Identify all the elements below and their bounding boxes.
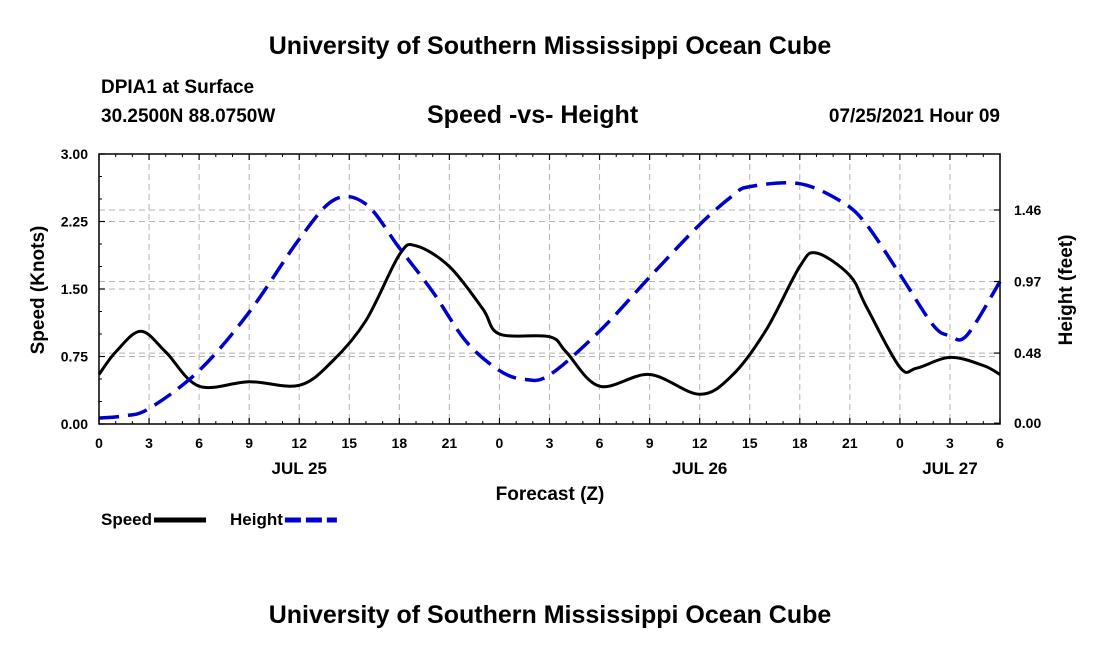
x-tick-label: 15 [341,435,357,451]
y-axis-label-right: Height (feet) [1056,235,1077,346]
station-name: DPIA1 at Surface [101,77,255,98]
series-line-speed [97,243,1001,396]
x-tick-label: 21 [842,435,858,451]
x-tick-label: 6 [195,435,203,451]
x-tick-label: 12 [291,435,307,451]
y-right-tick-label: 0.97 [1014,274,1041,290]
x-axis-label: Forecast (Z) [496,484,605,505]
date-label: JUL 27 [922,459,977,478]
legend: Speed Height [101,510,337,529]
x-tick-label: 9 [245,435,253,451]
grid-lines [99,154,1000,424]
x-tick-label: 3 [145,435,153,451]
x-tick-label: 21 [442,435,458,451]
x-tick-label: 3 [546,435,554,451]
x-tick-label: 12 [692,435,708,451]
x-tick-label: 15 [742,435,758,451]
y-right-tick-label: 0.48 [1014,345,1041,361]
y-left-tick-label: 0.75 [61,349,88,365]
y-left-tick-label: 0.00 [61,416,88,432]
y-left-tick-label: 1.50 [61,281,88,297]
x-tick-label: 6 [596,435,604,451]
y-left-tick-label: 2.25 [61,214,88,230]
y-right-tick-label: 1.46 [1014,202,1041,218]
x-tick-label: 18 [792,435,808,451]
y-axis-label-left: Speed (Knots) [28,226,49,355]
x-tick-label: 0 [496,435,504,451]
station-coords: 30.2500N 88.0750W [101,106,276,127]
x-tick-label: 18 [392,435,408,451]
y-right-tick-label: 0.00 [1014,415,1041,431]
date-label: JUL 25 [271,459,326,478]
x-tick-label: 6 [996,435,1004,451]
x-tick-label: 0 [95,435,103,451]
y-left-tick-label: 3.00 [61,146,88,162]
date-label: JUL 26 [672,459,727,478]
footer-title: University of Southern Mississippi Ocean… [268,601,832,629]
chart-title: University of Southern Mississippi Ocean… [268,32,832,60]
x-tick-label: 9 [646,435,654,451]
legend-label-height: Height [230,510,283,529]
forecast-datetime: 07/25/2021 Hour 09 [828,106,1000,127]
legend-label-speed: Speed [101,510,152,529]
x-tick-label: 0 [896,435,904,451]
chart-subtitle: Speed -vs- Height [427,101,639,129]
series-line-height [98,181,1002,420]
x-tick-label: 3 [946,435,954,451]
